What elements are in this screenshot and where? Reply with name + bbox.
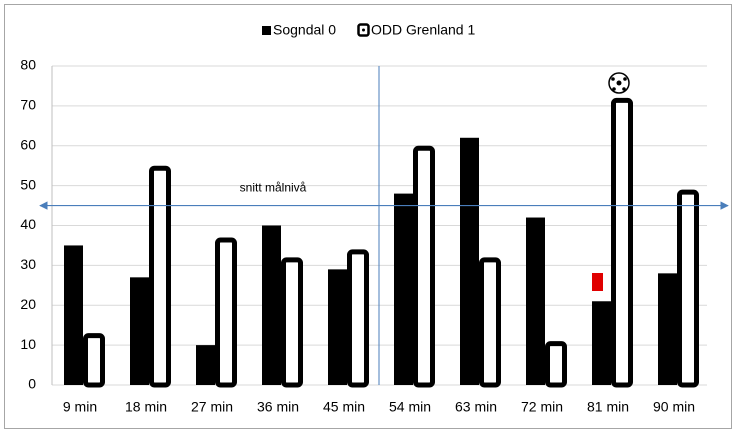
x-tick-label: 72 min [521, 399, 563, 415]
x-tick-label: 54 min [389, 399, 431, 415]
y-tick-label: 50 [20, 176, 36, 192]
y-tick-label: 70 [20, 97, 36, 113]
bar [130, 277, 149, 385]
bar [281, 257, 303, 388]
bar [196, 345, 215, 385]
bar [658, 273, 677, 385]
y-tick-label: 0 [28, 376, 36, 392]
x-tick-label: 81 min [587, 399, 629, 415]
y-tick-label: 60 [20, 136, 36, 152]
bar [677, 189, 699, 388]
x-tick-label: 36 min [257, 399, 299, 415]
bar [347, 249, 369, 388]
x-tick-label: 18 min [125, 399, 167, 415]
legend-label: ODD Grenland 1 [371, 22, 475, 38]
y-tick-label: 40 [20, 216, 36, 232]
bar [394, 193, 413, 385]
bar [460, 137, 479, 385]
x-tick-label: 45 min [323, 399, 365, 415]
y-tick-label: 80 [20, 57, 36, 73]
x-tick-label: 90 min [653, 399, 695, 415]
x-tick-label: 27 min [191, 399, 233, 415]
x-tick-label: 9 min [63, 399, 97, 415]
bar [413, 145, 435, 388]
bar [262, 225, 281, 385]
bar [83, 333, 105, 388]
red-card [592, 273, 603, 291]
bar [149, 165, 171, 388]
bar [592, 301, 611, 385]
bar [215, 237, 237, 388]
y-tick-label: 10 [20, 336, 36, 352]
x-tick-label: 63 min [455, 399, 497, 415]
bar [328, 269, 347, 385]
football [608, 72, 630, 94]
bar [479, 257, 501, 388]
y-tick-label: 20 [20, 296, 36, 312]
annotation: snitt målnivå [240, 181, 307, 195]
bar [611, 97, 633, 388]
bar [64, 245, 83, 385]
legend-dot [362, 28, 365, 32]
legend-label: Sogndal 0 [273, 22, 336, 38]
bar [545, 341, 567, 388]
bar [526, 217, 545, 385]
legend-swatch [262, 26, 271, 35]
y-tick-label: 30 [20, 256, 36, 272]
